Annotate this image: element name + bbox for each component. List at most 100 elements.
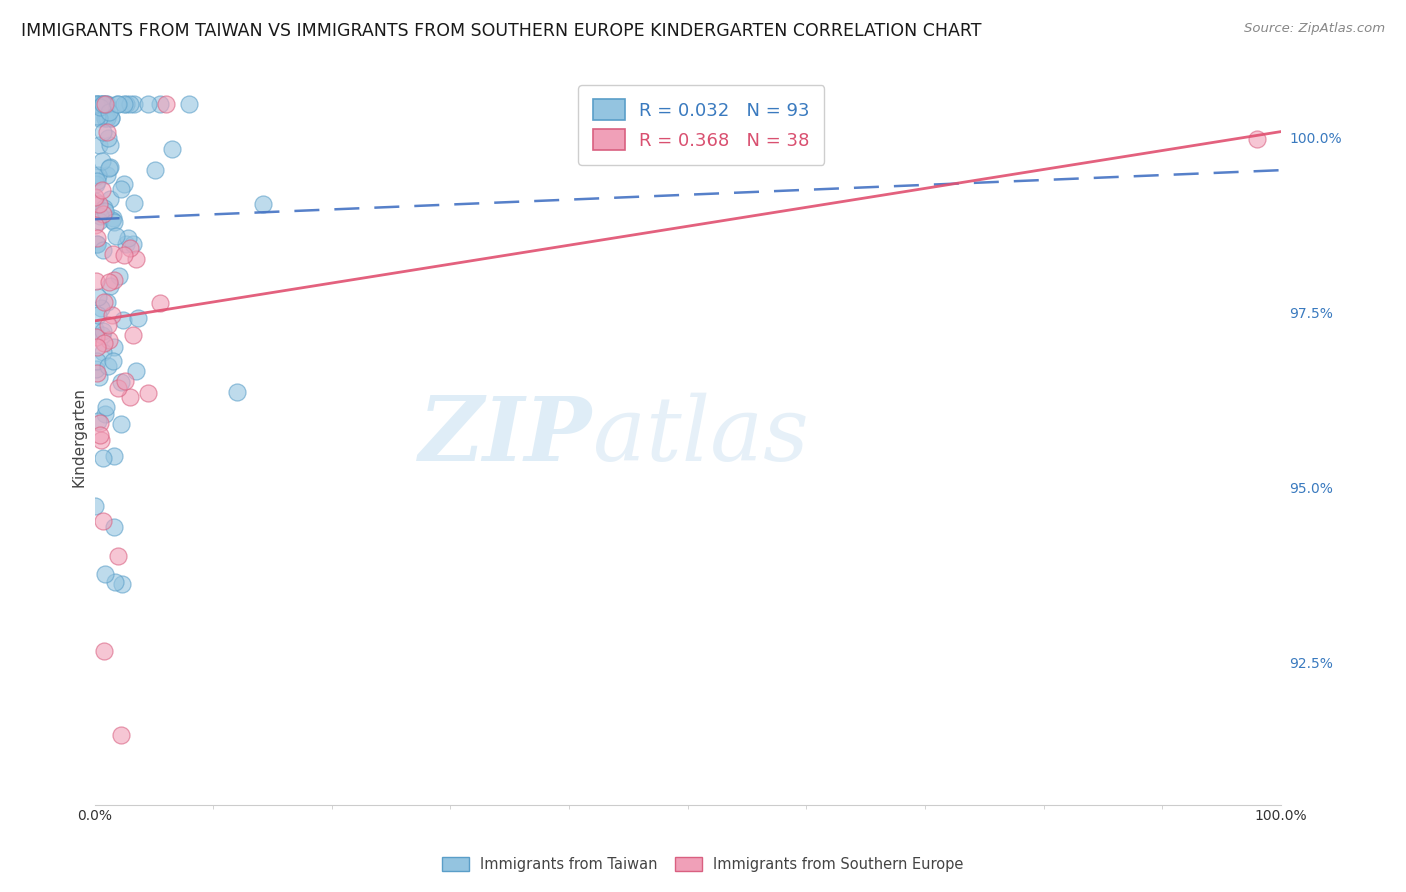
Point	[86, 414, 108, 428]
Point	[107, 96, 129, 111]
Point	[91, 96, 114, 111]
Point	[91, 450, 114, 465]
Point	[98, 193, 121, 207]
Point	[96, 295, 118, 310]
Point	[84, 177, 107, 191]
Point	[108, 268, 131, 283]
Point	[93, 335, 115, 350]
Point	[91, 153, 114, 168]
Point	[86, 340, 108, 354]
Point	[110, 182, 132, 196]
Point	[105, 96, 128, 111]
Point	[89, 427, 111, 442]
Point	[110, 375, 132, 389]
Point	[97, 359, 120, 373]
Point	[93, 204, 115, 219]
Point	[89, 209, 111, 223]
Point	[87, 138, 110, 153]
Point	[89, 100, 111, 114]
Point	[94, 111, 117, 125]
Point	[103, 353, 125, 368]
Point	[93, 111, 115, 125]
Text: ZIP: ZIP	[419, 393, 593, 480]
Point	[122, 96, 145, 111]
Point	[94, 407, 117, 421]
Point	[98, 138, 121, 153]
Legend: Immigrants from Taiwan, Immigrants from Southern Europe: Immigrants from Taiwan, Immigrants from …	[436, 851, 970, 878]
Point	[89, 416, 111, 430]
Point	[136, 385, 159, 400]
Point	[103, 340, 125, 354]
Point	[96, 96, 118, 111]
Point	[103, 449, 125, 463]
Point	[101, 213, 124, 227]
Point	[91, 324, 114, 338]
Point	[86, 236, 108, 251]
Point	[91, 243, 114, 257]
Point	[93, 295, 115, 310]
Point	[96, 111, 118, 125]
Point	[91, 344, 114, 359]
Point	[83, 322, 105, 336]
Point	[112, 248, 135, 262]
Point	[84, 274, 107, 288]
Point	[103, 520, 125, 534]
Point	[104, 575, 127, 590]
Point	[96, 125, 118, 139]
Point	[86, 236, 108, 251]
Point	[97, 131, 120, 145]
Point	[104, 229, 127, 244]
Point	[112, 313, 135, 327]
Point	[97, 334, 120, 348]
Point	[112, 96, 135, 111]
Text: 92.5%: 92.5%	[1289, 657, 1333, 672]
Point	[122, 196, 145, 211]
Point	[87, 111, 110, 125]
Point	[100, 111, 122, 125]
Point	[103, 247, 125, 261]
Point	[94, 96, 117, 111]
Point	[101, 211, 124, 226]
Point	[93, 126, 115, 140]
Point	[91, 183, 114, 197]
Point	[110, 417, 132, 431]
Point	[179, 96, 201, 111]
Point	[86, 109, 108, 123]
Point	[107, 549, 129, 563]
Point	[98, 161, 121, 175]
Point	[98, 105, 121, 120]
Point	[91, 96, 114, 111]
Point	[83, 190, 105, 204]
Point	[86, 174, 108, 188]
Point	[110, 727, 132, 741]
Y-axis label: Kindergarten: Kindergarten	[72, 386, 86, 486]
Point	[90, 301, 112, 315]
Point	[101, 308, 124, 322]
Point	[120, 96, 142, 111]
Legend: R = 0.032   N = 93, R = 0.368   N = 38: R = 0.032 N = 93, R = 0.368 N = 38	[578, 85, 824, 164]
Point	[86, 230, 108, 244]
Point	[98, 161, 121, 175]
Point	[89, 197, 111, 211]
Point	[83, 169, 105, 184]
Point	[91, 207, 114, 221]
Point	[84, 96, 107, 111]
Point	[155, 96, 177, 111]
Point	[90, 328, 112, 343]
Point	[127, 311, 149, 326]
Point	[84, 218, 107, 232]
Point	[93, 567, 115, 582]
Point	[120, 241, 142, 255]
Point	[94, 96, 117, 111]
Point	[107, 380, 129, 394]
Point	[125, 364, 148, 378]
Point	[97, 318, 120, 333]
Text: 100.0%: 100.0%	[1289, 132, 1341, 145]
Point	[100, 111, 122, 125]
Point	[115, 236, 138, 251]
Point	[149, 296, 172, 310]
Point	[84, 194, 107, 208]
Point	[91, 96, 114, 111]
Point	[114, 374, 136, 388]
Point	[125, 252, 148, 267]
